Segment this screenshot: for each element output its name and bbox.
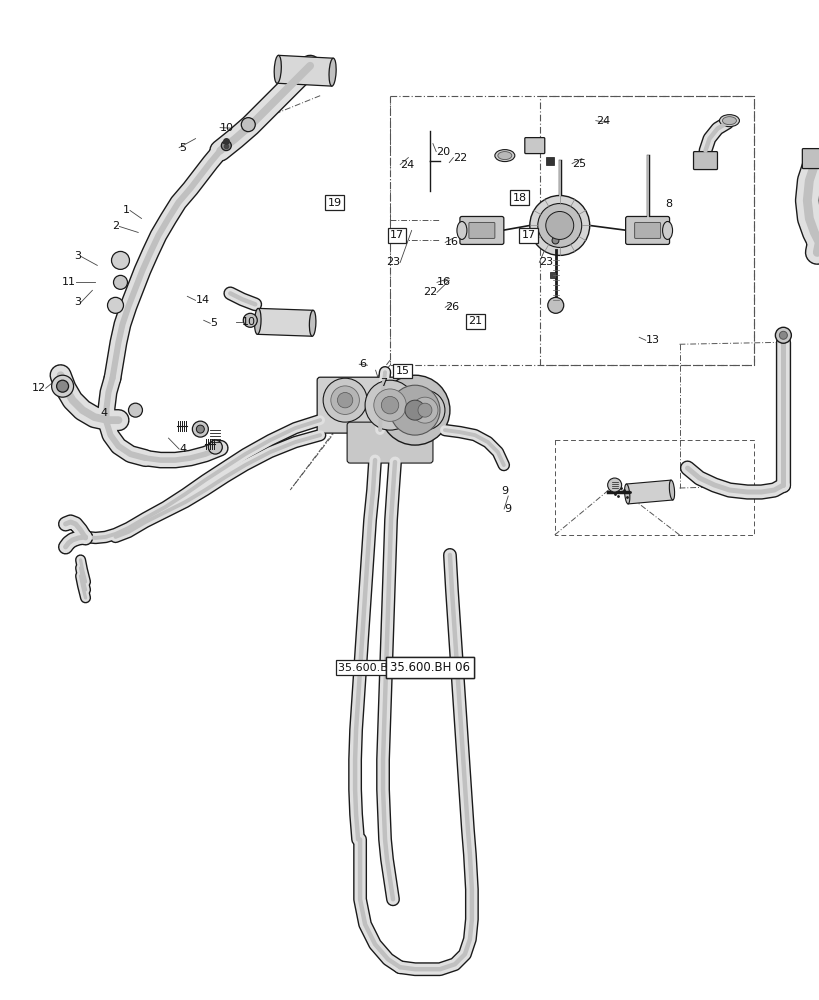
Text: 2: 2 (112, 221, 120, 231)
Text: 1: 1 (123, 205, 130, 215)
Circle shape (405, 400, 424, 420)
Ellipse shape (309, 310, 315, 336)
FancyBboxPatch shape (634, 222, 660, 238)
Text: 3: 3 (74, 251, 81, 261)
Text: 5: 5 (179, 143, 186, 153)
Text: 18: 18 (512, 193, 526, 203)
Circle shape (411, 397, 437, 423)
Text: 24: 24 (400, 160, 414, 170)
Text: 17: 17 (389, 230, 404, 240)
Circle shape (537, 204, 581, 247)
Circle shape (323, 378, 367, 422)
Circle shape (775, 327, 790, 343)
Text: 25: 25 (572, 159, 586, 169)
Ellipse shape (722, 117, 735, 125)
Ellipse shape (328, 58, 336, 86)
Circle shape (607, 478, 621, 492)
Circle shape (390, 385, 440, 435)
Text: 15: 15 (395, 366, 410, 376)
Text: 23: 23 (386, 257, 400, 267)
Text: 22: 22 (423, 287, 437, 297)
Text: 11: 11 (62, 277, 76, 287)
Text: 8: 8 (664, 199, 672, 209)
Polygon shape (257, 308, 313, 336)
Circle shape (405, 390, 445, 430)
Circle shape (52, 375, 74, 397)
Polygon shape (626, 480, 672, 504)
Text: 4: 4 (179, 444, 186, 454)
Text: 26: 26 (445, 302, 459, 312)
FancyBboxPatch shape (468, 222, 494, 238)
Circle shape (529, 196, 589, 255)
Circle shape (208, 440, 222, 454)
Circle shape (337, 392, 352, 408)
Ellipse shape (494, 150, 514, 162)
Text: 3: 3 (74, 297, 81, 307)
Text: 20: 20 (436, 147, 450, 157)
FancyBboxPatch shape (693, 152, 717, 170)
Ellipse shape (497, 152, 511, 160)
Text: 4: 4 (100, 408, 107, 418)
FancyBboxPatch shape (346, 422, 432, 463)
Text: 6: 6 (359, 359, 366, 369)
Circle shape (241, 118, 255, 132)
Text: 35.600.BH 06: 35.600.BH 06 (337, 663, 413, 673)
Circle shape (364, 380, 414, 430)
Circle shape (192, 421, 208, 437)
Ellipse shape (254, 308, 260, 334)
Text: 17: 17 (521, 230, 535, 240)
Circle shape (129, 403, 143, 417)
Polygon shape (277, 55, 333, 86)
Text: 16: 16 (445, 237, 459, 247)
Text: 10: 10 (219, 123, 233, 133)
Circle shape (330, 386, 359, 414)
FancyBboxPatch shape (801, 149, 819, 169)
Text: 7: 7 (379, 378, 387, 388)
Circle shape (113, 275, 127, 289)
FancyBboxPatch shape (317, 377, 413, 433)
Circle shape (243, 313, 257, 327)
Circle shape (778, 331, 786, 339)
Circle shape (418, 403, 432, 417)
Text: 16: 16 (437, 277, 450, 287)
Text: 10: 10 (242, 317, 256, 327)
Circle shape (373, 389, 405, 421)
Ellipse shape (718, 115, 739, 127)
Text: 14: 14 (195, 295, 210, 305)
Circle shape (107, 297, 124, 313)
Text: 9: 9 (501, 486, 508, 496)
Text: 21: 21 (468, 316, 482, 326)
Text: 19: 19 (328, 198, 342, 208)
Text: 35.600.BH 06: 35.600.BH 06 (390, 661, 469, 674)
Circle shape (111, 251, 129, 269)
Ellipse shape (456, 221, 466, 239)
Text: 5: 5 (210, 318, 217, 328)
Circle shape (379, 375, 450, 445)
Text: 12: 12 (32, 383, 46, 393)
Ellipse shape (624, 484, 629, 504)
Circle shape (547, 297, 563, 313)
Text: 35.600.BH 06: 35.600.BH 06 (390, 661, 469, 674)
Circle shape (196, 425, 204, 433)
FancyBboxPatch shape (459, 216, 503, 244)
FancyBboxPatch shape (625, 216, 669, 244)
Text: 9: 9 (504, 504, 510, 514)
Circle shape (221, 141, 231, 151)
Ellipse shape (662, 221, 672, 239)
Text: 23: 23 (539, 257, 553, 267)
Ellipse shape (274, 55, 281, 83)
Ellipse shape (668, 480, 674, 500)
FancyBboxPatch shape (524, 138, 544, 154)
Text: 13: 13 (645, 335, 659, 345)
Text: 24: 24 (595, 116, 609, 126)
Circle shape (381, 396, 398, 414)
Text: 22: 22 (453, 153, 467, 163)
Circle shape (545, 211, 573, 239)
Circle shape (57, 380, 69, 392)
